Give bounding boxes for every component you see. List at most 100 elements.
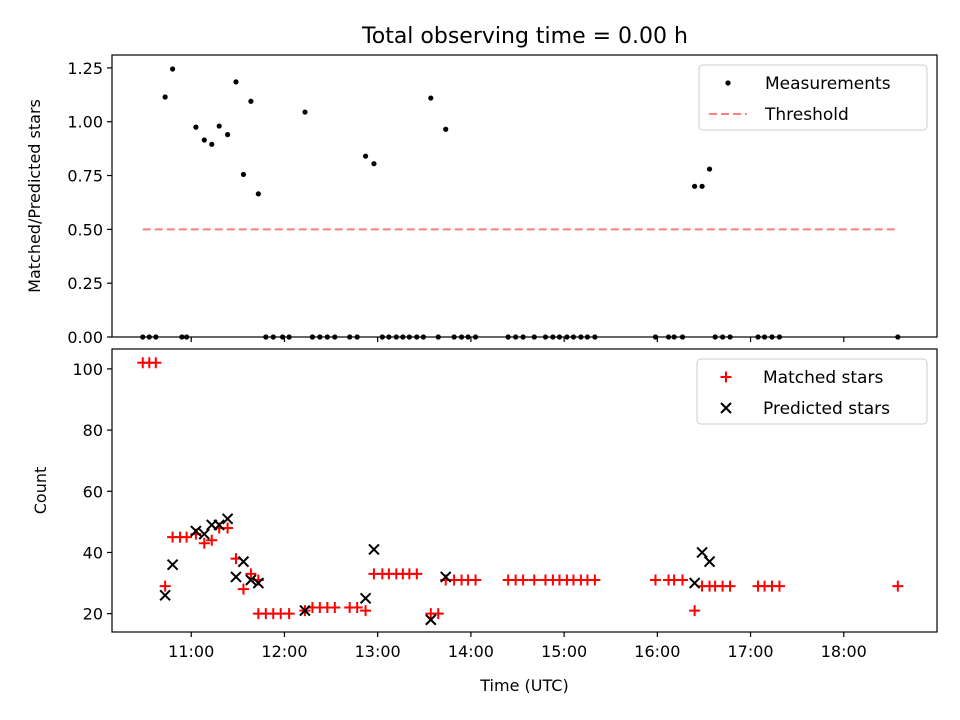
measurement-point bbox=[193, 124, 199, 130]
measurement-point bbox=[465, 334, 471, 340]
legend-matched-swatch bbox=[720, 371, 732, 383]
predicted-star-point bbox=[159, 589, 171, 601]
measurement-point bbox=[406, 334, 412, 340]
measurement-point bbox=[309, 334, 316, 340]
measurement-point bbox=[776, 334, 783, 340]
legend-label: Matched stars bbox=[763, 368, 883, 388]
matched-star-point bbox=[528, 574, 540, 586]
measurement-point bbox=[769, 334, 775, 340]
measurement-point bbox=[451, 334, 457, 340]
matched-star-point bbox=[892, 580, 904, 592]
predicted-star-point bbox=[230, 571, 242, 583]
top-panel: 0.00 0.25 0.50 0.75 1.00 1.25 Matched/Predicte… bbox=[25, 54, 938, 347]
measurement-point bbox=[531, 334, 537, 340]
measurement-point bbox=[719, 334, 726, 340]
matched-star-point bbox=[329, 602, 341, 614]
measurement-point bbox=[169, 66, 176, 72]
measurement-point bbox=[505, 334, 511, 340]
matched-star-point bbox=[198, 537, 210, 549]
measurement-point bbox=[472, 334, 479, 340]
legend-measurement-swatch bbox=[725, 80, 731, 86]
y-tick-label: 0.25 bbox=[67, 274, 103, 293]
measurement-point bbox=[443, 126, 449, 132]
measurement-point bbox=[400, 334, 406, 340]
measurement-point bbox=[209, 141, 215, 147]
measurement-point bbox=[263, 334, 269, 340]
bottom-panel: 20 40 60 80 100 11:00 12:00 13:00 14:00 15:00 16:0… bbox=[31, 348, 938, 695]
measurement-point bbox=[386, 334, 392, 340]
matched-star-point bbox=[283, 608, 295, 620]
measurement-point bbox=[652, 334, 659, 340]
measurement-point bbox=[255, 191, 261, 197]
x-axis-label: Time (UTC) bbox=[479, 676, 568, 695]
legend: Matched stars Predicted stars bbox=[696, 358, 928, 425]
measurement-point bbox=[183, 334, 190, 340]
predicted-star-point bbox=[190, 525, 202, 537]
matched-star-point bbox=[360, 605, 372, 617]
measurement-point bbox=[520, 334, 526, 340]
measurement-point bbox=[584, 334, 591, 340]
measurement-point bbox=[564, 334, 570, 340]
measurement-point bbox=[233, 79, 239, 85]
measurement-point bbox=[302, 109, 308, 115]
matched-star-point bbox=[773, 580, 785, 592]
legend-label: Predicted stars bbox=[763, 399, 890, 419]
predicted-star-point bbox=[237, 555, 250, 568]
measurement-point bbox=[671, 334, 677, 340]
measurement-point bbox=[279, 334, 286, 340]
predicted-star-point bbox=[368, 543, 380, 556]
measurement-point bbox=[458, 334, 465, 340]
predicted-star-point bbox=[359, 592, 372, 605]
y-axis-label: Count bbox=[31, 467, 50, 515]
y-tick-label: 0.00 bbox=[67, 328, 103, 347]
x-tick-label: 14:00 bbox=[448, 642, 494, 661]
matched-star-point bbox=[677, 574, 689, 586]
matched-star-point bbox=[245, 568, 257, 580]
matched-star-point bbox=[432, 608, 444, 620]
predicted-star-point bbox=[198, 528, 210, 540]
measurement-point bbox=[162, 94, 168, 100]
matched-star-point bbox=[724, 580, 736, 592]
predicted-star-point bbox=[245, 574, 257, 586]
predicted-star-point bbox=[299, 604, 311, 617]
measurement-point bbox=[556, 334, 563, 340]
measurement-point bbox=[706, 166, 713, 172]
measurement-point bbox=[761, 334, 768, 340]
chart-title: Total observing time = 0.00 h bbox=[361, 24, 688, 49]
legend-label: Measurements bbox=[765, 74, 891, 94]
matched-star-point bbox=[150, 357, 162, 369]
legend-box bbox=[696, 358, 928, 425]
predicted-star-point bbox=[166, 558, 179, 571]
plot-area bbox=[140, 66, 901, 340]
matched-star-point bbox=[351, 602, 363, 614]
measurement-point bbox=[270, 334, 276, 340]
measurement-point bbox=[347, 334, 353, 340]
measurement-point bbox=[153, 334, 159, 340]
matched-star-point bbox=[470, 574, 482, 586]
measurement-point bbox=[324, 334, 330, 340]
measurement-point bbox=[248, 98, 254, 104]
measurement-point bbox=[354, 334, 360, 340]
matched-star-point bbox=[589, 574, 601, 586]
legend: Measurements Threshold bbox=[698, 64, 928, 131]
x-tick-label: 16:00 bbox=[634, 642, 680, 661]
y-axis-label: Matched/Predicted stars bbox=[25, 99, 44, 293]
y-tick-label: 0.50 bbox=[67, 220, 103, 239]
y-tick-label: 60 bbox=[83, 482, 103, 501]
matched-star-point bbox=[649, 574, 661, 586]
y-tick-label: 1.25 bbox=[67, 59, 103, 78]
y-tick-label: 20 bbox=[83, 605, 103, 624]
measurement-point bbox=[216, 123, 222, 129]
x-tick-label: 15:00 bbox=[541, 642, 587, 661]
matched-star-point bbox=[222, 522, 234, 534]
y-tick-label: 0.75 bbox=[67, 167, 103, 186]
x-tick-label: 11:00 bbox=[168, 642, 214, 661]
y-tick-label: 1.00 bbox=[67, 113, 103, 132]
measurement-point bbox=[393, 334, 399, 340]
measurement-point bbox=[570, 334, 577, 340]
axes-frame bbox=[111, 348, 938, 633]
matched-star-point bbox=[237, 583, 249, 595]
predicted-star-point bbox=[252, 577, 265, 589]
matched-star-point bbox=[159, 580, 171, 592]
predicted-star-point bbox=[440, 571, 452, 583]
